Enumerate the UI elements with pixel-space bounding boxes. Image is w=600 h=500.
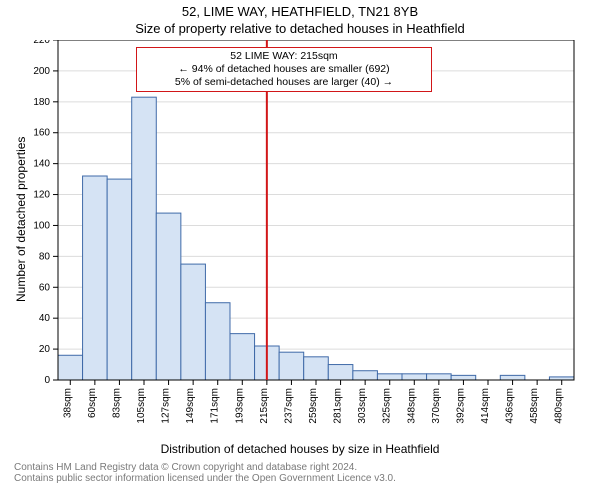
x-axis-label: Distribution of detached houses by size … bbox=[0, 442, 600, 456]
svg-text:180: 180 bbox=[33, 97, 50, 108]
histogram-bar bbox=[83, 176, 108, 380]
svg-text:220: 220 bbox=[33, 40, 50, 46]
x-tick-label: 105sqm bbox=[136, 388, 147, 424]
histogram-bar bbox=[328, 365, 353, 380]
svg-text:40: 40 bbox=[39, 313, 51, 324]
x-tick-label: 83sqm bbox=[111, 388, 122, 418]
histogram-bar bbox=[181, 264, 206, 380]
x-tick-label: 303sqm bbox=[357, 388, 368, 424]
x-tick-label: 281sqm bbox=[333, 388, 344, 424]
svg-text:100: 100 bbox=[33, 220, 50, 231]
x-tick-label: 436sqm bbox=[505, 388, 516, 424]
page-title: 52, LIME WAY, HEATHFIELD, TN21 8YB bbox=[0, 4, 600, 19]
footer-line2: Contains public sector information licen… bbox=[14, 473, 590, 484]
histogram-bar bbox=[132, 97, 157, 380]
histogram-bar bbox=[156, 213, 181, 380]
x-tick-label: 392sqm bbox=[455, 388, 466, 424]
x-tick-label: 325sqm bbox=[382, 388, 393, 424]
chart-subtitle: Size of property relative to detached ho… bbox=[0, 21, 600, 36]
x-tick-label: 370sqm bbox=[431, 388, 442, 424]
footer-line1: Contains HM Land Registry data © Crown c… bbox=[14, 462, 590, 473]
x-tick-label: 149sqm bbox=[185, 388, 196, 424]
x-tick-label: 348sqm bbox=[406, 388, 417, 424]
chart-container: Number of detached properties 0 20 40 60 80 1… bbox=[0, 40, 600, 440]
x-tick-label: 38sqm bbox=[62, 388, 73, 418]
x-tick-label: 127sqm bbox=[161, 388, 172, 424]
x-tick-label: 237sqm bbox=[283, 388, 294, 424]
x-tick-label: 480sqm bbox=[554, 388, 565, 424]
svg-text:140: 140 bbox=[33, 159, 50, 170]
svg-text:60: 60 bbox=[39, 282, 51, 293]
histogram-bar bbox=[205, 303, 230, 380]
x-tick-label: 215sqm bbox=[259, 388, 270, 424]
annotation-line3: 5% of semi-detached houses are larger (4… bbox=[143, 76, 425, 89]
histogram-bar bbox=[500, 375, 525, 380]
histogram-bar bbox=[402, 374, 427, 380]
histogram-bar bbox=[230, 334, 255, 380]
histogram-bar bbox=[353, 371, 378, 380]
histogram-bar bbox=[451, 375, 476, 380]
annotation-line2: ← 94% of detached houses are smaller (69… bbox=[143, 63, 425, 76]
histogram-bar bbox=[58, 355, 83, 380]
footer-attribution: Contains HM Land Registry data © Crown c… bbox=[0, 456, 600, 484]
histogram-bar bbox=[107, 179, 132, 380]
y-axis-label: Number of detached properties bbox=[14, 137, 28, 302]
svg-text:120: 120 bbox=[33, 190, 50, 201]
histogram-bar bbox=[377, 374, 402, 380]
x-tick-label: 60sqm bbox=[87, 388, 98, 418]
histogram-bar bbox=[279, 352, 304, 380]
histogram-bar bbox=[304, 357, 329, 380]
svg-text:200: 200 bbox=[33, 66, 50, 77]
x-tick-label: 414sqm bbox=[480, 388, 491, 424]
x-tick-label: 259sqm bbox=[308, 388, 319, 424]
histogram-chart: 0 20 40 60 80 100 120 140 160 180 200 220 38sqm 60sqm… bbox=[0, 40, 600, 440]
x-tick-label: 171sqm bbox=[210, 388, 221, 424]
annotation-callout: 52 LIME WAY: 215sqm ← 94% of detached ho… bbox=[136, 47, 432, 92]
x-tick-label: 193sqm bbox=[234, 388, 245, 424]
svg-text:20: 20 bbox=[39, 344, 51, 355]
svg-text:160: 160 bbox=[33, 128, 50, 139]
histogram-bar bbox=[427, 374, 452, 380]
annotation-line1: 52 LIME WAY: 215sqm bbox=[143, 50, 425, 63]
x-tick-label: 458sqm bbox=[529, 388, 540, 424]
svg-text:80: 80 bbox=[39, 251, 51, 262]
svg-text:0: 0 bbox=[44, 375, 50, 386]
